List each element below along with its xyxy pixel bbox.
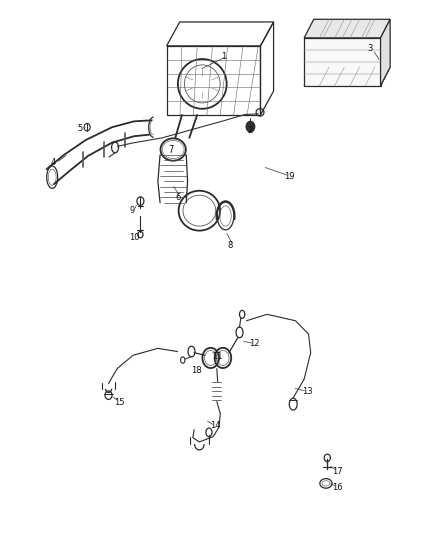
Polygon shape [304,38,381,86]
Text: 12: 12 [250,339,260,348]
Text: 14: 14 [210,422,221,431]
Text: 4: 4 [51,158,56,167]
Text: 15: 15 [114,398,125,407]
Circle shape [246,122,255,132]
Text: 16: 16 [332,482,343,491]
Text: 7: 7 [169,145,174,154]
Text: 2: 2 [247,126,253,135]
Text: 18: 18 [191,366,201,375]
Text: 3: 3 [367,44,373,53]
Text: 11: 11 [212,352,223,361]
Text: 1: 1 [221,52,226,61]
Text: 10: 10 [130,233,140,242]
Polygon shape [381,19,390,86]
Text: 6: 6 [175,193,181,202]
Polygon shape [304,67,390,86]
Text: 8: 8 [228,241,233,250]
Text: 5: 5 [77,124,82,133]
Text: 13: 13 [302,387,313,396]
Text: 19: 19 [285,172,295,181]
Text: 9: 9 [130,206,135,215]
Text: 17: 17 [332,467,343,475]
Polygon shape [304,19,390,38]
